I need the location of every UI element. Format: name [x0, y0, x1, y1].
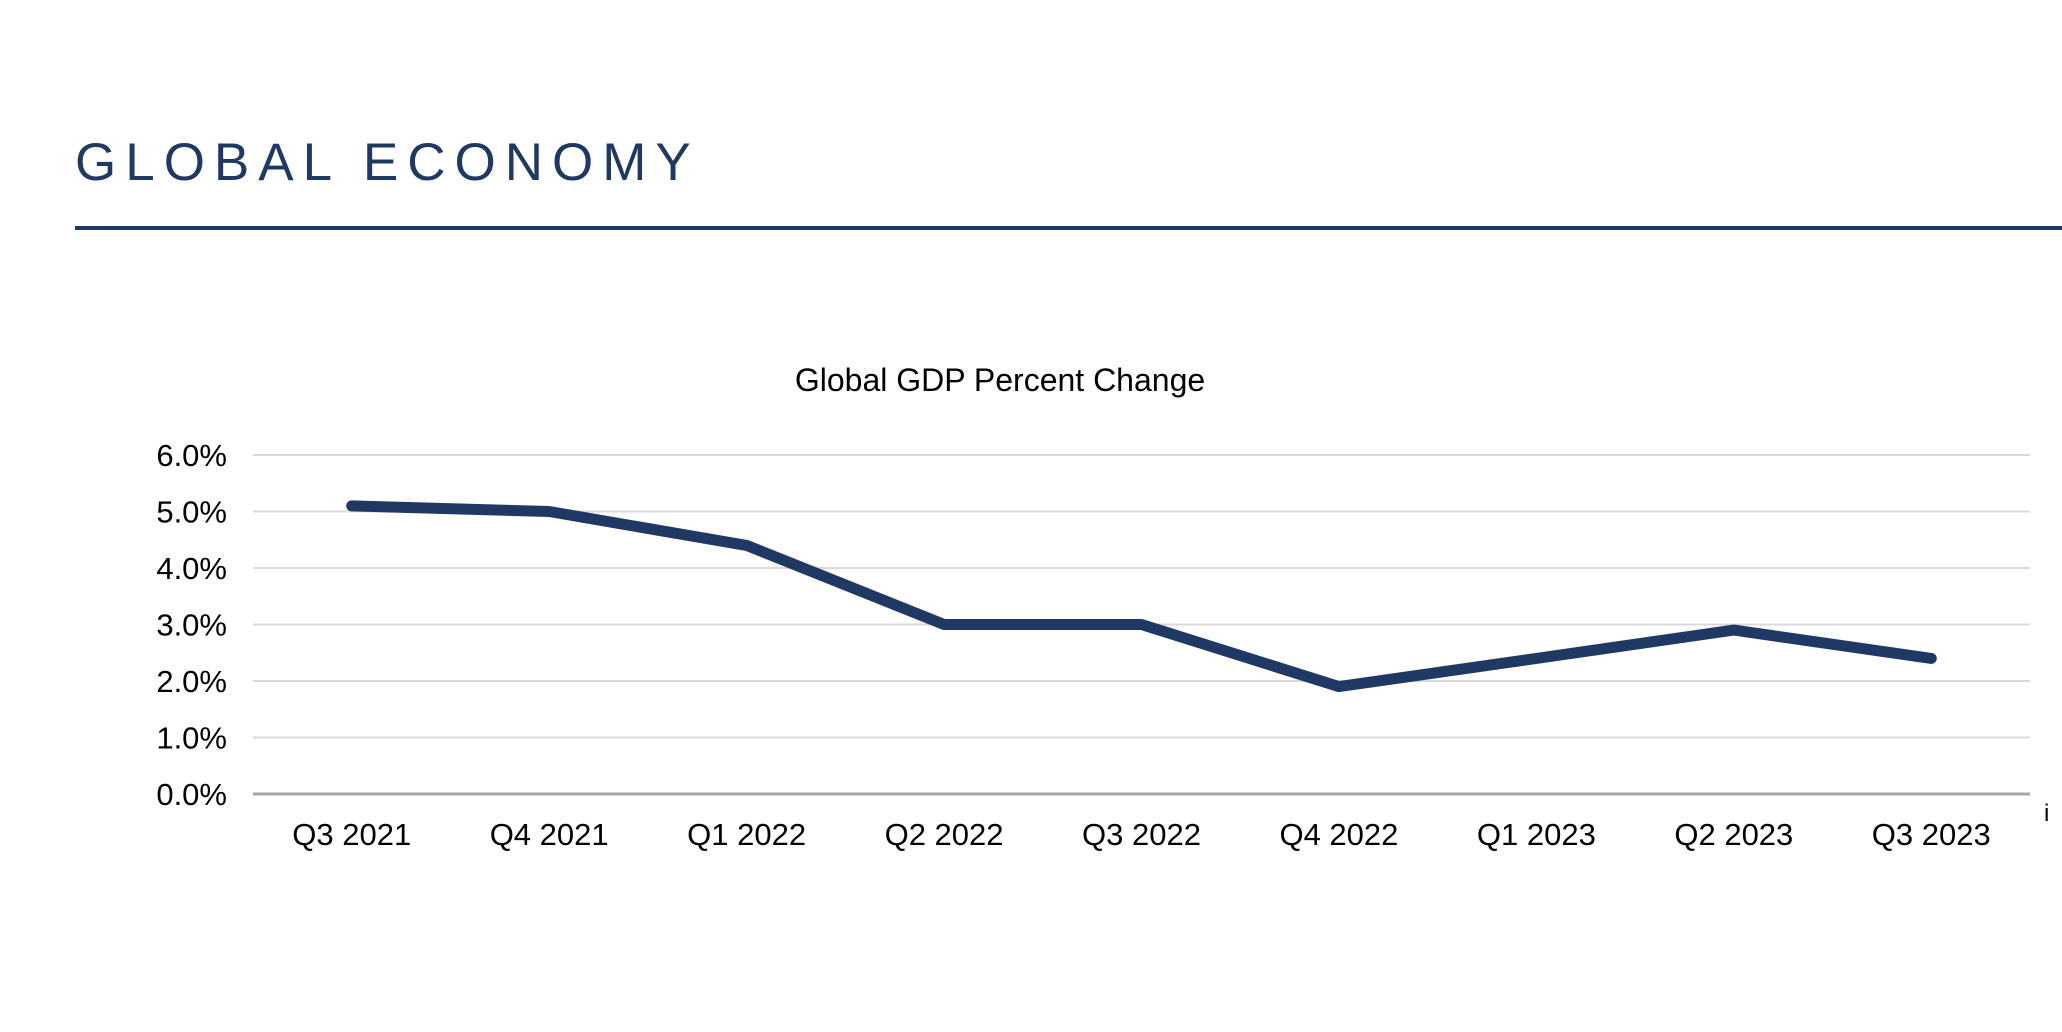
y-tick-label: 6.0% [156, 438, 227, 473]
y-tick-label: 0.0% [156, 777, 227, 812]
y-tick-label: 5.0% [156, 495, 227, 530]
title-divider-rule [75, 226, 2062, 230]
x-tick-label: Q3 2021 [292, 817, 411, 852]
y-tick-label: 2.0% [156, 664, 227, 699]
gdp-line-series [346, 500, 1937, 693]
y-tick-label: 4.0% [156, 551, 227, 586]
page-title: GLOBAL ECONOMY [75, 133, 700, 192]
x-tick-label: Q2 2023 [1674, 817, 1793, 852]
x-tick-label: Q4 2022 [1279, 817, 1398, 852]
x-tick-label: Q3 2022 [1082, 817, 1201, 852]
x-tick-label: Q2 2022 [885, 817, 1004, 852]
y-tick-label: 1.0% [156, 721, 227, 756]
y-tick-label: 3.0% [156, 608, 227, 643]
chart-title: Global GDP Percent Change [794, 362, 1206, 398]
x-tick-label: Q4 2021 [490, 817, 609, 852]
x-tick-label: Q3 2023 [1872, 817, 1991, 852]
x-tick-label: Q1 2022 [687, 817, 806, 852]
x-tick-label: Q1 2023 [1477, 817, 1596, 852]
footnote-marker: i [2044, 800, 2050, 827]
